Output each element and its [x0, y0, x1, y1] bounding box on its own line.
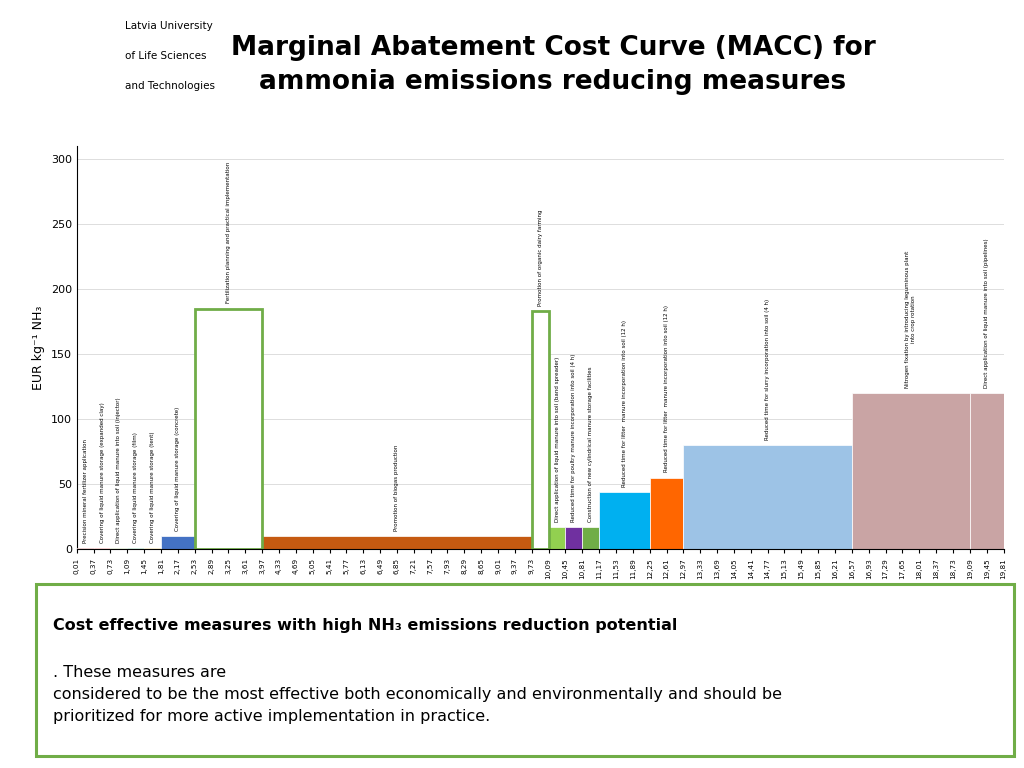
Bar — [970, 393, 1004, 549]
Bar — [683, 445, 852, 549]
Text: Reduced time for poultry manure incorporation into soil (4 h): Reduced time for poultry manure incorpor… — [571, 353, 577, 521]
Text: Precision mineral fertilizer application: Precision mineral fertilizer application — [83, 439, 88, 543]
Text: Latvia University: Latvia University — [125, 22, 213, 31]
Text: Covering of liquid manure storage (tent): Covering of liquid manure storage (tent) — [151, 431, 155, 543]
Text: Nitrogen fixation by introducing leguminous plant
into crop rotation: Nitrogen fixation by introducing legumin… — [905, 250, 916, 388]
Bar — [127, 548, 144, 549]
Text: ammonia emissions reducing measures: ammonia emissions reducing measures — [259, 69, 847, 95]
Text: Covering of liquid manure storage (film): Covering of liquid manure storage (film) — [133, 432, 138, 543]
Text: . These measures are
considered to be the most effective both economically and e: . These measures are considered to be th… — [53, 665, 782, 724]
Bar — [549, 527, 565, 549]
Bar — [111, 548, 127, 549]
Text: and Technologies: and Technologies — [125, 81, 215, 91]
Text: Direct application of liquid manure into soil (band spreader): Direct application of liquid manure into… — [555, 356, 559, 521]
Text: Promotion of organic dairy farming: Promotion of organic dairy farming — [538, 210, 543, 306]
Bar — [583, 527, 599, 549]
Text: Covering of liquid manure storage (concrete): Covering of liquid manure storage (concr… — [175, 407, 180, 531]
Bar — [531, 311, 549, 549]
X-axis label: Ammonia reduction potential 2021-2030, kt NH₃: Ammonia reduction potential 2021-2030, k… — [389, 621, 691, 634]
Text: Direct application of liquid manure into soil (pipelines): Direct application of liquid manure into… — [984, 238, 989, 388]
Bar — [565, 527, 583, 549]
Text: of Life Sciences: of Life Sciences — [125, 51, 207, 61]
Text: Reduced time for slurry incorporation into soil (4 h): Reduced time for slurry incorporation in… — [765, 299, 770, 440]
Bar — [93, 548, 111, 549]
Text: Fertilization planning and practical implementation: Fertilization planning and practical imp… — [226, 162, 231, 303]
Bar — [649, 478, 683, 549]
Text: Reduced time for litter  manure incorporation into soil (12 h): Reduced time for litter manure incorpora… — [622, 319, 627, 487]
Text: Covering of liquid manure storage (expanded clay): Covering of liquid manure storage (expan… — [99, 402, 104, 543]
FancyBboxPatch shape — [36, 584, 1014, 756]
Bar — [262, 536, 531, 549]
Text: Reduced time for litter  manure incorporation into soil (12 h): Reduced time for litter manure incorpora… — [664, 306, 669, 472]
Text: Cost effective measures with high NH₃ emissions reduction potential: Cost effective measures with high NH₃ em… — [53, 618, 678, 634]
Y-axis label: EUR kg⁻¹ NH₃: EUR kg⁻¹ NH₃ — [33, 306, 45, 389]
Text: Promotion of biogas production: Promotion of biogas production — [394, 445, 399, 531]
Text: Marginal Abatement Cost Curve (MACC) for: Marginal Abatement Cost Curve (MACC) for — [230, 35, 876, 61]
Bar — [195, 309, 262, 549]
Bar — [77, 548, 93, 549]
Bar — [144, 548, 161, 549]
Text: Direct application of liquid manure into soil (injector): Direct application of liquid manure into… — [117, 397, 122, 543]
Bar — [852, 393, 970, 549]
Bar — [161, 536, 195, 549]
Bar — [599, 492, 649, 549]
Text: Construction of new cylindrical manure storage facilities: Construction of new cylindrical manure s… — [588, 366, 593, 521]
